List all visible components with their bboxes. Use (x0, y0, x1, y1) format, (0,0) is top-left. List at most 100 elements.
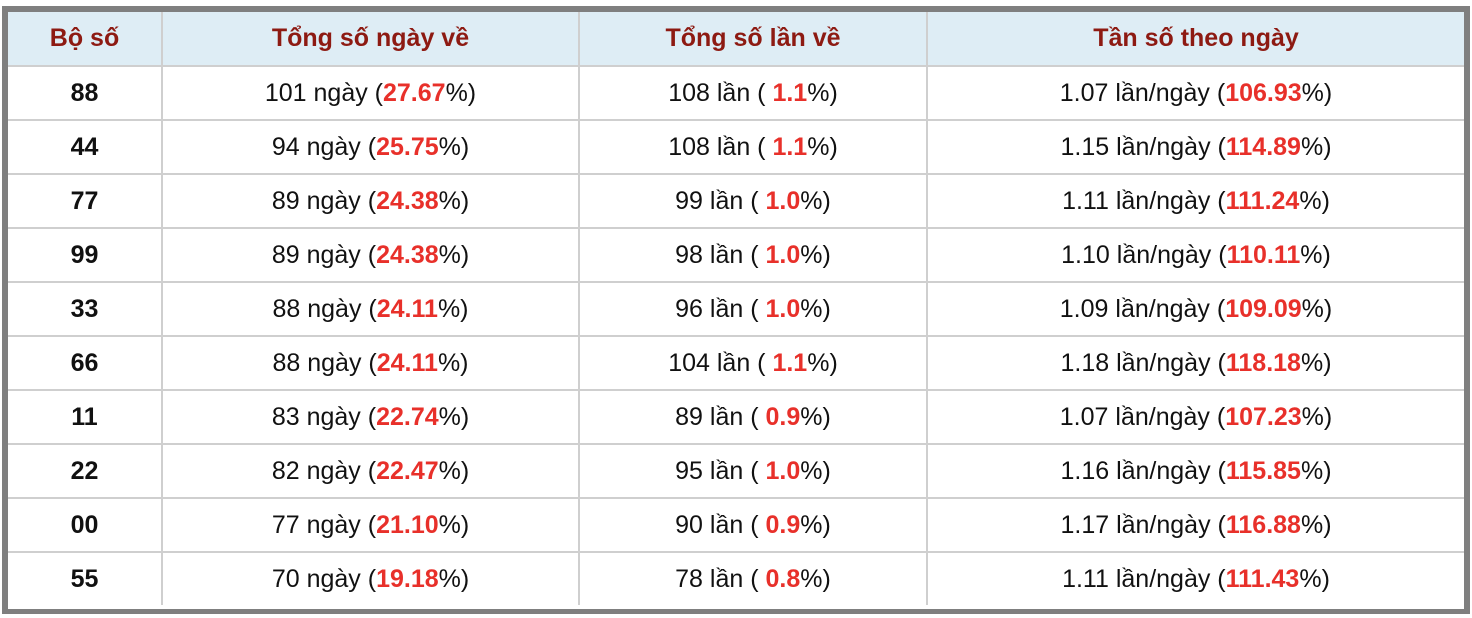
pct-suffix: %) (800, 240, 831, 269)
lan-cell: 99 lần ( 1.0%) (578, 173, 928, 229)
tan-so-cell: 1.10 lần/ngày (110.11%) (926, 227, 1464, 283)
table-row: 88 101 ngày (27.67%) 108 lần ( 1.1%) 1.07 l… (8, 65, 1464, 121)
tan-so-percent: 118.18 (1225, 348, 1301, 377)
pct-suffix: %) (437, 294, 469, 323)
lan-percent: 1.0 (765, 294, 801, 323)
ngay-percent: 24.11 (376, 294, 438, 323)
stats-table-frame: Bộ số Tổng số ngày về Tổng số lần về Tần… (2, 6, 1470, 614)
bo-so-cell: 88 (8, 65, 163, 121)
ngay-text: 83 ngày ( (271, 402, 377, 431)
bo-so-cell: 22 (8, 443, 163, 499)
lan-text: 95 lần ( (675, 456, 766, 485)
pct-suffix: %) (1301, 294, 1333, 323)
pct-suffix: %) (1299, 564, 1330, 593)
bo-so-cell: 55 (8, 551, 163, 605)
ngay-text: 89 ngày ( (271, 240, 377, 269)
tan-so-percent: 114.89 (1225, 132, 1301, 161)
tan-so-cell: 1.16 lần/ngày (115.85%) (926, 443, 1464, 499)
pct-suffix: %) (1301, 78, 1333, 107)
lan-text: 108 lần ( (668, 132, 773, 161)
lan-text: 108 lần ( (668, 78, 773, 107)
ngay-cell: 89 ngày (24.38%) (161, 173, 580, 229)
pct-suffix: %) (438, 240, 470, 269)
bo-so-cell: 11 (8, 389, 163, 445)
ngay-text: 82 ngày ( (271, 456, 377, 485)
pct-suffix: %) (438, 402, 470, 431)
ngay-percent: 24.38 (376, 240, 439, 269)
ngay-text: 88 ngày ( (272, 348, 377, 377)
tan-so-cell: 1.11 lần/ngày (111.24%) (926, 173, 1464, 229)
bo-so-cell: 44 (8, 119, 163, 175)
pct-suffix: %) (438, 186, 470, 215)
tan-so-text: 1.10 lần/ngày ( (1061, 240, 1227, 269)
tan-so-cell: 1.07 lần/ngày (107.23%) (926, 389, 1464, 445)
lan-cell: 104 lần ( 1.1%) (578, 335, 928, 391)
header-row: Bộ số Tổng số ngày về Tổng số lần về Tần… (8, 12, 1464, 67)
tan-so-percent: 111.24 (1225, 186, 1300, 215)
ngay-cell: 89 ngày (24.38%) (161, 227, 580, 283)
bo-so-cell: 66 (8, 335, 163, 391)
tan-so-cell: 1.07 lần/ngày (106.93%) (926, 65, 1464, 121)
lan-cell: 108 lần ( 1.1%) (578, 65, 928, 121)
tan-so-text: 1.09 lần/ngày ( (1059, 294, 1226, 323)
lan-percent: 1.0 (765, 186, 801, 215)
lan-cell: 95 lần ( 1.0%) (578, 443, 928, 499)
tan-so-percent: 109.09 (1225, 294, 1302, 323)
pct-suffix: %) (807, 132, 838, 161)
tan-so-percent: 115.85 (1225, 456, 1301, 485)
pct-suffix: %) (438, 564, 470, 593)
pct-suffix: %) (1300, 348, 1332, 377)
table-row: 11 83 ngày (22.74%) 89 lần ( 0.9%) 1.07 lần… (8, 389, 1464, 445)
pct-suffix: %) (1300, 132, 1332, 161)
ngay-text: 101 ngày ( (264, 78, 383, 107)
pct-suffix: %) (445, 78, 477, 107)
pct-suffix: %) (438, 132, 470, 161)
pct-suffix: %) (438, 456, 470, 485)
pct-suffix: %) (800, 510, 831, 539)
lan-percent: 1.1 (772, 78, 808, 107)
table-row: 44 94 ngày (25.75%) 108 lần ( 1.1%) 1.15 lầ… (8, 119, 1464, 175)
ngay-cell: 70 ngày (19.18%) (161, 551, 580, 605)
ngay-text: 89 ngày ( (271, 186, 377, 215)
table-row: 00 77 ngày (21.10%) 90 lần ( 0.9%) 1.17 lần… (8, 497, 1464, 553)
ngay-percent: 21.10 (376, 510, 439, 539)
lan-cell: 90 lần ( 0.9%) (578, 497, 928, 553)
lan-text: 96 lần ( (675, 294, 766, 323)
ngay-percent: 19.18 (376, 564, 439, 593)
tan-so-percent: 111.43 (1225, 564, 1300, 593)
ngay-text: 88 ngày ( (272, 294, 377, 323)
pct-suffix: %) (807, 78, 838, 107)
lan-text: 104 lần ( (668, 348, 773, 377)
pct-suffix: %) (438, 510, 470, 539)
table-row: 99 89 ngày (24.38%) 98 lần ( 1.0%) 1.10 lần… (8, 227, 1464, 283)
tan-so-text: 1.11 lần/ngày ( (1062, 186, 1226, 215)
pct-suffix: %) (1299, 186, 1330, 215)
pct-suffix: %) (800, 456, 831, 485)
bo-so-cell: 77 (8, 173, 163, 229)
lan-cell: 78 lần ( 0.8%) (578, 551, 928, 605)
lan-percent: 0.8 (765, 564, 801, 593)
tan-so-text: 1.18 lần/ngày ( (1060, 348, 1226, 377)
pct-suffix: %) (1300, 456, 1332, 485)
tan-so-text: 1.07 lần/ngày ( (1059, 402, 1226, 431)
tan-so-percent: 116.88 (1225, 510, 1301, 539)
ngay-percent: 22.74 (376, 402, 439, 431)
pct-suffix: %) (1301, 402, 1333, 431)
ngay-cell: 88 ngày (24.11%) (161, 281, 580, 337)
bo-so-cell: 99 (8, 227, 163, 283)
pct-suffix: %) (800, 186, 831, 215)
pct-suffix: %) (1300, 510, 1332, 539)
table-row: 33 88 ngày (24.11%) 96 lần ( 1.0%) 1.09 lần… (8, 281, 1464, 337)
tan-so-text: 1.16 lần/ngày ( (1060, 456, 1226, 485)
tan-so-percent: 107.23 (1225, 402, 1302, 431)
ngay-percent: 24.11 (376, 348, 438, 377)
ngay-text: 70 ngày ( (271, 564, 377, 593)
header-tong-so-ngay: Tổng số ngày về (161, 12, 580, 67)
lan-cell: 96 lần ( 1.0%) (578, 281, 928, 337)
pct-suffix: %) (1300, 240, 1331, 269)
pct-suffix: %) (800, 564, 831, 593)
header-bo-so: Bộ số (8, 12, 163, 67)
tan-so-text: 1.17 lần/ngày ( (1060, 510, 1226, 539)
table-row: 77 89 ngày (24.38%) 99 lần ( 1.0%) 1.11 lần… (8, 173, 1464, 229)
lan-percent: 0.9 (765, 510, 801, 539)
